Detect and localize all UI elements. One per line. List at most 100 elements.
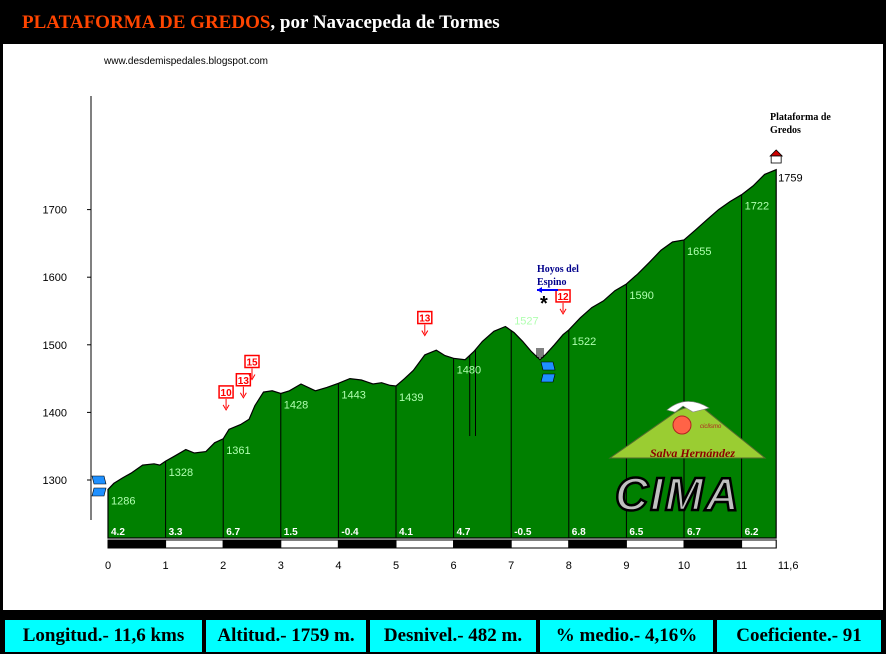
km-segment-bar xyxy=(683,539,743,549)
grade-label: -0.5 xyxy=(514,527,532,538)
x-tick-label: 1 xyxy=(163,560,169,572)
max-grade-arrowhead xyxy=(222,404,230,411)
title-highlight: PLATAFORMA DE GREDOS xyxy=(22,12,271,33)
grade-label: -0.4 xyxy=(341,527,359,538)
km-segment-bar xyxy=(395,539,455,549)
junction-arrowhead-icon xyxy=(537,287,542,293)
max-grade-box xyxy=(235,373,252,387)
stat-average-grade: % medio.- 4,16% xyxy=(540,620,713,652)
x-tick-label: 3 xyxy=(278,560,284,572)
x-tick-label: 11 xyxy=(736,560,747,572)
grade-label: 1.5 xyxy=(284,527,298,538)
max-grade-arrowhead xyxy=(248,374,256,381)
km-segment-bar xyxy=(107,539,167,549)
x-tick-label: 6 xyxy=(451,560,457,572)
km-segment-bar xyxy=(337,539,397,549)
y-tick-label: 1400 xyxy=(43,407,67,419)
elevation-label: 1759 xyxy=(778,173,802,185)
summit-hut-body xyxy=(770,155,782,164)
km-segment-bar xyxy=(280,539,339,549)
max-grade-box xyxy=(555,289,571,303)
grade-label: 4.2 xyxy=(111,527,125,538)
max-grade-box xyxy=(244,354,260,369)
logo-brand-label: CIMA xyxy=(615,468,741,520)
summit-label-line1: Plataforma de xyxy=(770,112,831,123)
max-grade-label: 13 xyxy=(238,376,250,387)
elevation-label: 1655 xyxy=(687,246,711,258)
max-grade-label: 10 xyxy=(221,388,233,399)
max-grade-box xyxy=(417,310,433,325)
pass-label-line1: Hoyos del xyxy=(537,264,579,275)
grade-label: 6.5 xyxy=(629,527,643,538)
title-rest: , por Navacepeda de Tormes xyxy=(270,12,500,33)
stat-coefficient: Coeficiente.- 91 xyxy=(717,620,881,652)
grade-label: 6.7 xyxy=(226,527,240,538)
km-segment-bar xyxy=(165,539,224,549)
cyclist-icon xyxy=(672,415,692,435)
stat-elevation-gain: Desnivel.- 482 m. xyxy=(370,620,536,652)
x-tick-label: 4 xyxy=(335,560,341,572)
y-tick-label: 1600 xyxy=(43,272,67,284)
x-tick-label: 7 xyxy=(508,560,514,572)
max-grade-arrowhead xyxy=(421,330,429,337)
max-grade-box xyxy=(218,385,234,399)
pass-label-line2: Espino xyxy=(537,277,566,288)
elevation-label: 1527 xyxy=(514,316,538,328)
asterisk-icon: * xyxy=(540,293,548,315)
elevation-label: 1522 xyxy=(572,336,596,348)
road-crossing-icon xyxy=(540,361,556,371)
x-tick-label: 10 xyxy=(678,560,690,572)
max-grade-arrowhead xyxy=(559,308,567,315)
elevation-label: 1443 xyxy=(341,389,365,401)
website-label: www.desdemispedales.blogspot.com xyxy=(103,56,268,67)
max-grade-arrowhead xyxy=(239,392,247,399)
stats-bar: Longitud.- 11,6 kms Altitud.- 1759 m. De… xyxy=(0,612,886,654)
y-tick-label: 1300 xyxy=(43,475,67,487)
logo-sub-label: ciclismo xyxy=(700,424,722,430)
profile-area xyxy=(107,168,777,539)
y-tick-label: 1700 xyxy=(43,205,67,217)
max-grade-label: 12 xyxy=(557,292,569,303)
km-segment-bar xyxy=(568,539,627,549)
road-crossing-icon xyxy=(540,373,556,383)
elevation-profile-chart: www.desdemispedales.blogspot.com 1300140… xyxy=(43,56,832,572)
grade-label: 6.8 xyxy=(572,527,586,538)
elevation-label: 1439 xyxy=(399,392,423,404)
x-tick-label: 11,6 xyxy=(778,560,799,572)
km-segment-bar xyxy=(453,539,512,549)
cima-logo: ciclismo Salva Hernández CIMA xyxy=(608,401,767,521)
km-segment-bar xyxy=(510,539,570,549)
stat-length: Longitud.- 11,6 kms xyxy=(5,620,202,652)
grade-label: 6.7 xyxy=(687,527,701,538)
elevation-label: 1428 xyxy=(284,399,308,411)
summit-label-line2: Gredos xyxy=(770,125,801,136)
max-grade-label: 15 xyxy=(246,358,258,369)
title-bar: PLATAFORMA DE GREDOS, por Navacepeda de … xyxy=(0,0,886,42)
road-crossing-icon xyxy=(91,487,107,497)
page-title: PLATAFORMA DE GREDOS, por Navacepeda de … xyxy=(22,12,500,34)
x-tick-label: 5 xyxy=(393,560,399,572)
snowcap-icon xyxy=(666,401,710,413)
max-grade-label: 13 xyxy=(419,314,431,325)
chart-area: www.desdemispedales.blogspot.com 1300 140… xyxy=(3,44,883,610)
elevation-label: 1590 xyxy=(629,290,653,302)
km-segment-bar xyxy=(741,539,777,549)
km-segment-bar xyxy=(222,539,282,549)
grade-label: 6.2 xyxy=(745,527,759,538)
x-tick-label: 2 xyxy=(220,560,226,572)
summit-hut-icon xyxy=(769,149,784,157)
x-tick-label: 8 xyxy=(566,560,572,572)
x-tick-label: 9 xyxy=(623,560,629,572)
grade-label: 3.3 xyxy=(169,527,183,538)
elevation-label: 1361 xyxy=(226,445,250,457)
logo-author-label: Salva Hernández xyxy=(650,446,735,460)
y-tick-label: 1500 xyxy=(43,340,67,352)
elevation-label: 1328 xyxy=(169,467,193,479)
km-segment-bar xyxy=(625,539,685,549)
road-crossing-icon xyxy=(91,475,107,485)
grade-label: 4.7 xyxy=(457,527,471,538)
elevation-label: 1480 xyxy=(457,364,481,376)
x-tick-label: 0 xyxy=(105,560,111,572)
grade-label: 4.1 xyxy=(399,527,413,538)
elevation-label: 1722 xyxy=(745,201,769,213)
